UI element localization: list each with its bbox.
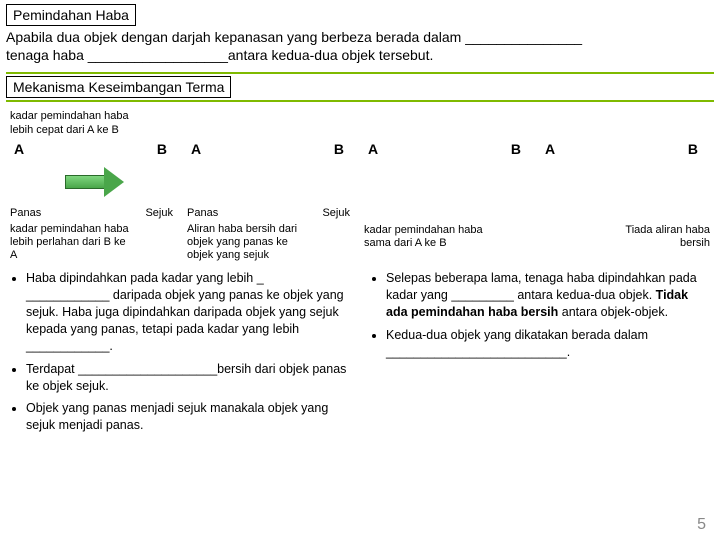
- label-b: B: [157, 141, 167, 157]
- intro-text: Apabila dua objek dengan darjah kepanasa…: [0, 26, 720, 70]
- stage-2: A B Panas Sejuk Aliran haba bersih dari …: [187, 141, 356, 263]
- label-panas: Panas: [187, 207, 218, 219]
- stage-4-desc: Tiada aliran haba bersih: [600, 220, 710, 250]
- label-sejuk: Sejuk: [145, 207, 173, 219]
- list-item: Haba dipindahkan pada kadar yang lebih _…: [26, 270, 350, 354]
- stage-3: A B kadar pemindahan haba sama dari A ke…: [364, 141, 533, 263]
- label-panas: Panas: [10, 207, 41, 219]
- intro-line-1: Apabila dua objek dengan darjah kepanasa…: [6, 28, 714, 46]
- label-a: A: [14, 141, 24, 157]
- left-column: Haba dipindahkan pada kadar yang lebih _…: [10, 270, 350, 440]
- label-b: B: [334, 141, 344, 157]
- stage-3-desc: kadar pemindahan haba sama dari A ke B: [364, 220, 484, 250]
- arrow-row-empty: [364, 157, 533, 207]
- ab-row: A B: [10, 141, 179, 157]
- list-item: Kedua-dua objek yang dikatakan berada da…: [386, 327, 710, 361]
- panas-sejuk-row-empty: [541, 207, 710, 220]
- panas-sejuk-row: Panas Sejuk: [10, 207, 179, 219]
- right-column: Selepas beberapa lama, tenaga haba dipin…: [370, 270, 710, 440]
- arrow-row: [10, 157, 179, 207]
- arrow-row-empty: [187, 157, 356, 207]
- text-part: Selepas beberapa lama, tenaga haba dipin…: [386, 271, 697, 302]
- stage-4: A B Tiada aliran haba bersih: [541, 141, 710, 263]
- text-part: antara objek-objek.: [558, 305, 668, 319]
- list-item: Selepas beberapa lama, tenaga haba dipin…: [386, 270, 710, 321]
- panas-sejuk-row: Panas Sejuk: [187, 207, 356, 219]
- ab-row: A B: [187, 141, 356, 157]
- left-bullet-list: Haba dipindahkan pada kadar yang lebih _…: [10, 270, 350, 434]
- label-a: A: [191, 141, 201, 157]
- lower-columns: Haba dipindahkan pada kadar yang lebih _…: [0, 262, 720, 440]
- right-bullet-list: Selepas beberapa lama, tenaga haba dipin…: [370, 270, 710, 360]
- stage-1-desc: kadar pemindahan haba lebih perlahan dar…: [10, 219, 130, 263]
- subtitle: Mekanisma Keseimbangan Terma: [6, 76, 231, 98]
- diagram-area: kadar pemindahan haba lebih cepat dari A…: [0, 104, 720, 262]
- label-sejuk: Sejuk: [322, 207, 350, 219]
- arrow-row-empty: [541, 157, 710, 207]
- page-number: 5: [697, 516, 706, 534]
- intro-line-2: tenaga haba __________________antara ked…: [6, 46, 714, 64]
- stage-2-desc: Aliran haba bersih dari objek yang panas…: [187, 219, 317, 263]
- ab-row: A B: [541, 141, 710, 157]
- title-box: Pemindahan Haba: [6, 4, 136, 26]
- list-item: Objek yang panas menjadi sejuk manakala …: [26, 400, 350, 434]
- list-item: Terdapat ____________________bersih dari…: [26, 361, 350, 395]
- label-a: A: [545, 141, 555, 157]
- label-b: B: [688, 141, 698, 157]
- arrow-icon: [65, 169, 125, 195]
- title: Pemindahan Haba: [13, 7, 129, 23]
- ab-row: A B: [364, 141, 533, 157]
- label-b: B: [511, 141, 521, 157]
- panas-sejuk-row-empty: [364, 207, 533, 220]
- label-a: A: [368, 141, 378, 157]
- stages-row: A B Panas Sejuk kadar pemindahan haba le…: [10, 141, 710, 263]
- stage-1: A B Panas Sejuk kadar pemindahan haba le…: [10, 141, 179, 263]
- subtitle-band: Mekanisma Keseimbangan Terma: [6, 72, 714, 102]
- rate-note: kadar pemindahan haba lebih cepat dari A…: [10, 110, 130, 136]
